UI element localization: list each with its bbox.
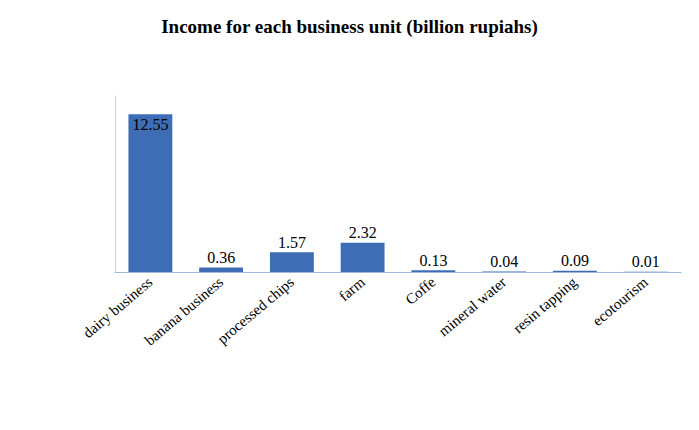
- svg-text:2.32: 2.32: [349, 224, 377, 241]
- svg-text:farm: farm: [336, 274, 368, 305]
- svg-text:processed chips: processed chips: [214, 274, 297, 347]
- svg-text:mineral water: mineral water: [436, 274, 510, 340]
- svg-text:banana business: banana business: [142, 274, 227, 349]
- svg-text:dairy business: dairy business: [80, 274, 156, 341]
- svg-text:0.13: 0.13: [419, 252, 447, 269]
- svg-text:Income for each business unit: Income for each business unit (billion r…: [161, 16, 538, 38]
- svg-text:12.55: 12.55: [132, 116, 168, 133]
- svg-text:Coffe: Coffe: [402, 274, 438, 308]
- svg-text:0.09: 0.09: [561, 252, 589, 269]
- svg-text:ecotourism: ecotourism: [589, 274, 651, 329]
- svg-text:0.36: 0.36: [207, 249, 235, 266]
- svg-text:0.04: 0.04: [490, 253, 518, 270]
- svg-text:0.01: 0.01: [632, 253, 660, 270]
- svg-text:1.57: 1.57: [278, 234, 306, 251]
- svg-text:resin tapping: resin tapping: [510, 274, 580, 337]
